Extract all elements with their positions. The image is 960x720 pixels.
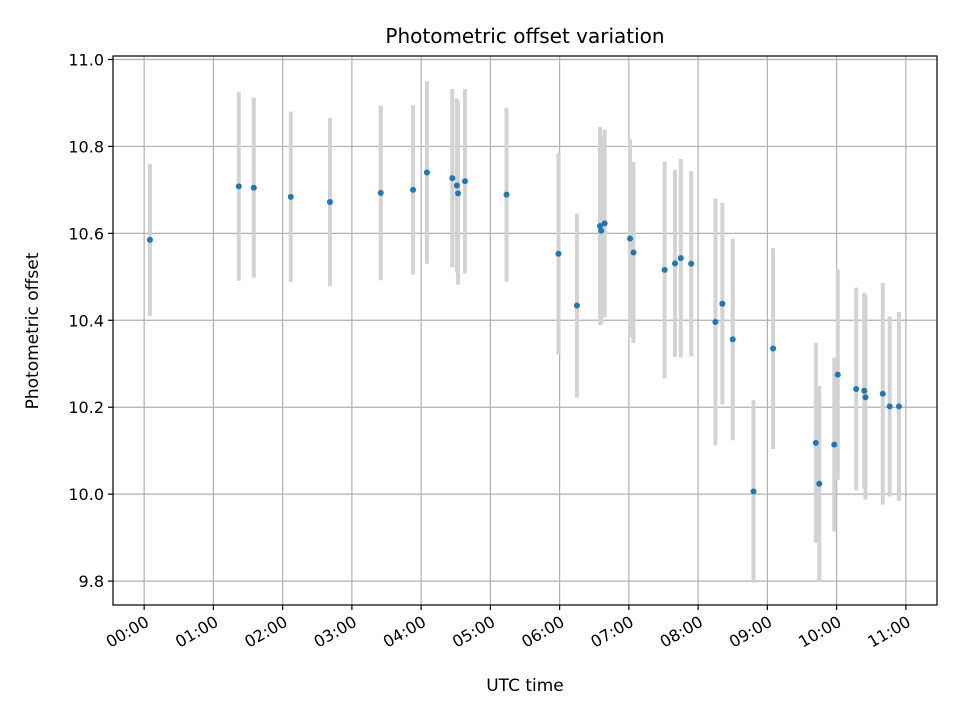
data-point [555, 250, 562, 257]
data-point [886, 403, 893, 410]
data-point [630, 249, 637, 256]
data-point [816, 480, 823, 487]
y-axis-ticks: 9.8 10.0 10.2 10.4 10.6 10.8 11.0 [68, 50, 113, 591]
data-point [770, 345, 777, 352]
data-point [712, 319, 719, 326]
data-point [573, 302, 580, 309]
y-tick-label: 10.2 [68, 398, 104, 417]
y-tick-label: 10.4 [68, 311, 104, 330]
data-point [895, 403, 902, 410]
data-point [423, 169, 430, 176]
data-point [853, 385, 860, 392]
data-point [812, 439, 819, 446]
y-axis-label: Photometric offset [23, 252, 43, 409]
data-point [834, 371, 841, 378]
data-point [449, 175, 456, 182]
data-point [672, 260, 679, 267]
data-point [503, 191, 510, 198]
y-tick-label: 11.0 [68, 50, 104, 69]
data-point [597, 222, 604, 229]
x-axis-label: UTC time [486, 676, 564, 696]
data-point [455, 190, 462, 197]
data-point [601, 220, 608, 227]
data-point [377, 189, 384, 196]
data-point [677, 255, 684, 262]
data-point [750, 488, 757, 495]
data-point [287, 193, 294, 200]
data-points [146, 169, 902, 495]
data-point [627, 235, 634, 242]
data-point [146, 236, 153, 243]
data-point [862, 394, 869, 401]
data-point [861, 387, 868, 394]
data-point [598, 227, 605, 234]
data-point [661, 266, 668, 273]
data-point [235, 183, 242, 190]
data-point [461, 178, 468, 185]
data-point [831, 441, 838, 448]
data-point [719, 300, 726, 307]
y-tick-label: 10.8 [68, 137, 104, 156]
data-point [326, 199, 333, 206]
data-point [410, 186, 417, 193]
data-point [729, 336, 736, 343]
chart-title: Photometric offset variation [385, 24, 664, 48]
y-tick-label: 10.0 [68, 485, 104, 504]
data-point [453, 182, 460, 189]
y-tick-label: 10.6 [68, 224, 104, 243]
data-point [688, 260, 695, 267]
y-tick-label: 9.8 [79, 572, 104, 591]
data-point [879, 390, 886, 397]
plot-frame [112, 55, 938, 606]
data-point [250, 184, 257, 191]
